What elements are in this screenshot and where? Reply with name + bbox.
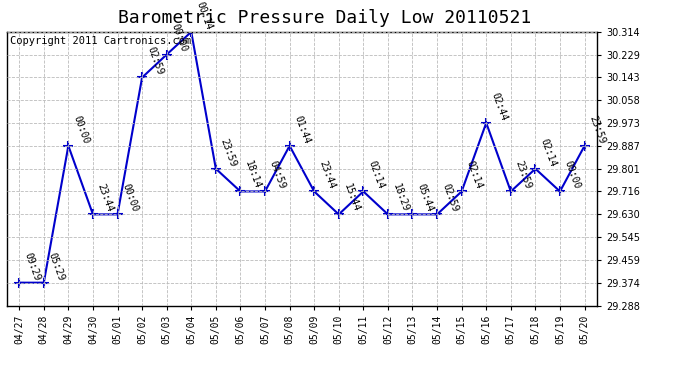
Text: 02:14: 02:14 (366, 160, 386, 190)
Text: 15:44: 15:44 (342, 183, 361, 214)
Text: 09:29: 09:29 (22, 251, 41, 282)
Text: 23:59: 23:59 (219, 137, 238, 168)
Text: 18:29: 18:29 (391, 183, 411, 214)
Text: 23:59: 23:59 (514, 160, 533, 190)
Text: 00:00: 00:00 (121, 183, 140, 214)
Text: 23:44: 23:44 (317, 160, 337, 190)
Text: 02:59: 02:59 (440, 183, 460, 214)
Text: Copyright 2011 Cartronics.com: Copyright 2011 Cartronics.com (10, 36, 191, 46)
Text: Barometric Pressure Daily Low 20110521: Barometric Pressure Daily Low 20110521 (118, 9, 531, 27)
Text: 00:00: 00:00 (563, 160, 582, 190)
Text: 18:14: 18:14 (244, 160, 263, 190)
Text: 05:29: 05:29 (47, 251, 66, 282)
Text: 02:44: 02:44 (489, 91, 509, 122)
Text: 02:14: 02:14 (464, 160, 484, 190)
Text: 00:14: 00:14 (194, 0, 214, 31)
Text: 23:59: 23:59 (587, 114, 607, 145)
Text: 05:44: 05:44 (415, 183, 435, 214)
Text: 00:00: 00:00 (71, 114, 91, 145)
Text: 02:14: 02:14 (538, 137, 558, 168)
Text: 00:00: 00:00 (170, 23, 189, 54)
Text: 02:59: 02:59 (145, 46, 164, 77)
Text: 01:44: 01:44 (293, 114, 312, 145)
Text: 23:44: 23:44 (96, 183, 115, 214)
Text: 04:59: 04:59 (268, 160, 288, 190)
